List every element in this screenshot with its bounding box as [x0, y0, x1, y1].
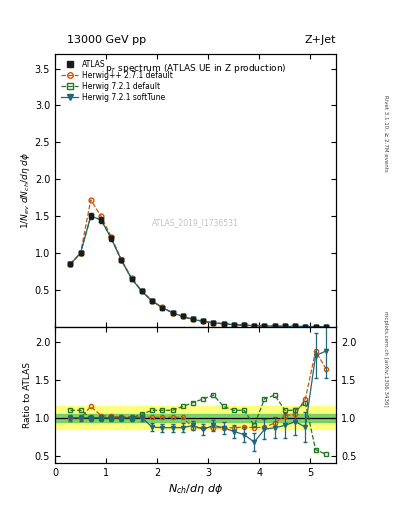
Y-axis label: Ratio to ATLAS: Ratio to ATLAS	[23, 362, 32, 428]
Text: mcplots.cern.ch [arXiv:1306.3436]: mcplots.cern.ch [arXiv:1306.3436]	[384, 311, 388, 406]
Legend: ATLAS, Herwig++ 2.7.1 default, Herwig 7.2.1 default, Herwig 7.2.1 softTune: ATLAS, Herwig++ 2.7.1 default, Herwig 7.…	[59, 57, 175, 104]
Text: Z+Jet: Z+Jet	[305, 35, 336, 45]
X-axis label: $N_{ch}/d\eta\ d\phi$: $N_{ch}/d\eta\ d\phi$	[168, 482, 223, 497]
Text: Rivet 3.1.10, ≥ 2.7M events: Rivet 3.1.10, ≥ 2.7M events	[384, 95, 388, 172]
Y-axis label: $1/N_{ev}\ dN_{ch}/d\eta\ d\phi$: $1/N_{ev}\ dN_{ch}/d\eta\ d\phi$	[19, 152, 32, 229]
Text: 13000 GeV pp: 13000 GeV pp	[67, 35, 146, 45]
Text: p$_T$ spectrum (ATLAS UE in Z production): p$_T$ spectrum (ATLAS UE in Z production…	[105, 62, 286, 75]
Text: ATLAS_2019_I1736531: ATLAS_2019_I1736531	[152, 219, 239, 227]
